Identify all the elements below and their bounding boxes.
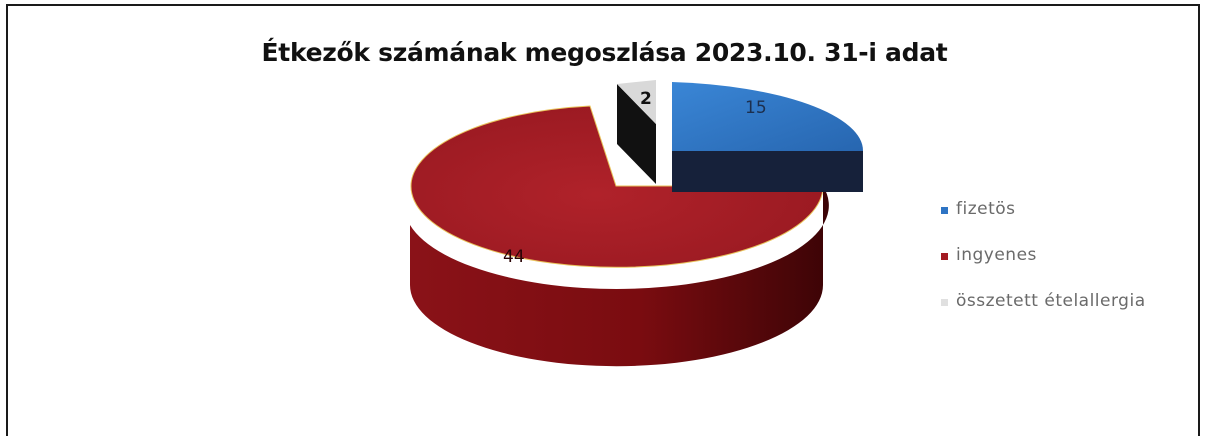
data-label-allergia: 2 (640, 89, 652, 109)
pie-slice-ingyenes-side (410, 186, 829, 367)
legend-swatch-fizetos (941, 207, 948, 214)
pie-slice-ingyenes (410, 105, 824, 268)
legend-label-fizetos: fizetös (956, 199, 1016, 219)
pie-slice-fizetos-side (672, 151, 863, 192)
legend-label-allergia: összetett ételallergia (956, 291, 1146, 311)
chart-frame (6, 4, 1200, 436)
pie-slice-allergia (617, 80, 656, 124)
data-label-ingyenes: 44 (503, 247, 525, 267)
pie-slice-fizetos (672, 82, 864, 151)
legend-label-ingyenes: ingyenes (956, 245, 1037, 265)
pie-slice-allergia-side (617, 84, 656, 184)
data-label-fizetos: 15 (745, 98, 767, 118)
legend-swatch-allergia (941, 299, 948, 306)
chart-title: Étkezők számának megoszlása 2023.10. 31-… (261, 38, 948, 67)
legend-swatch-ingyenes (941, 253, 948, 260)
